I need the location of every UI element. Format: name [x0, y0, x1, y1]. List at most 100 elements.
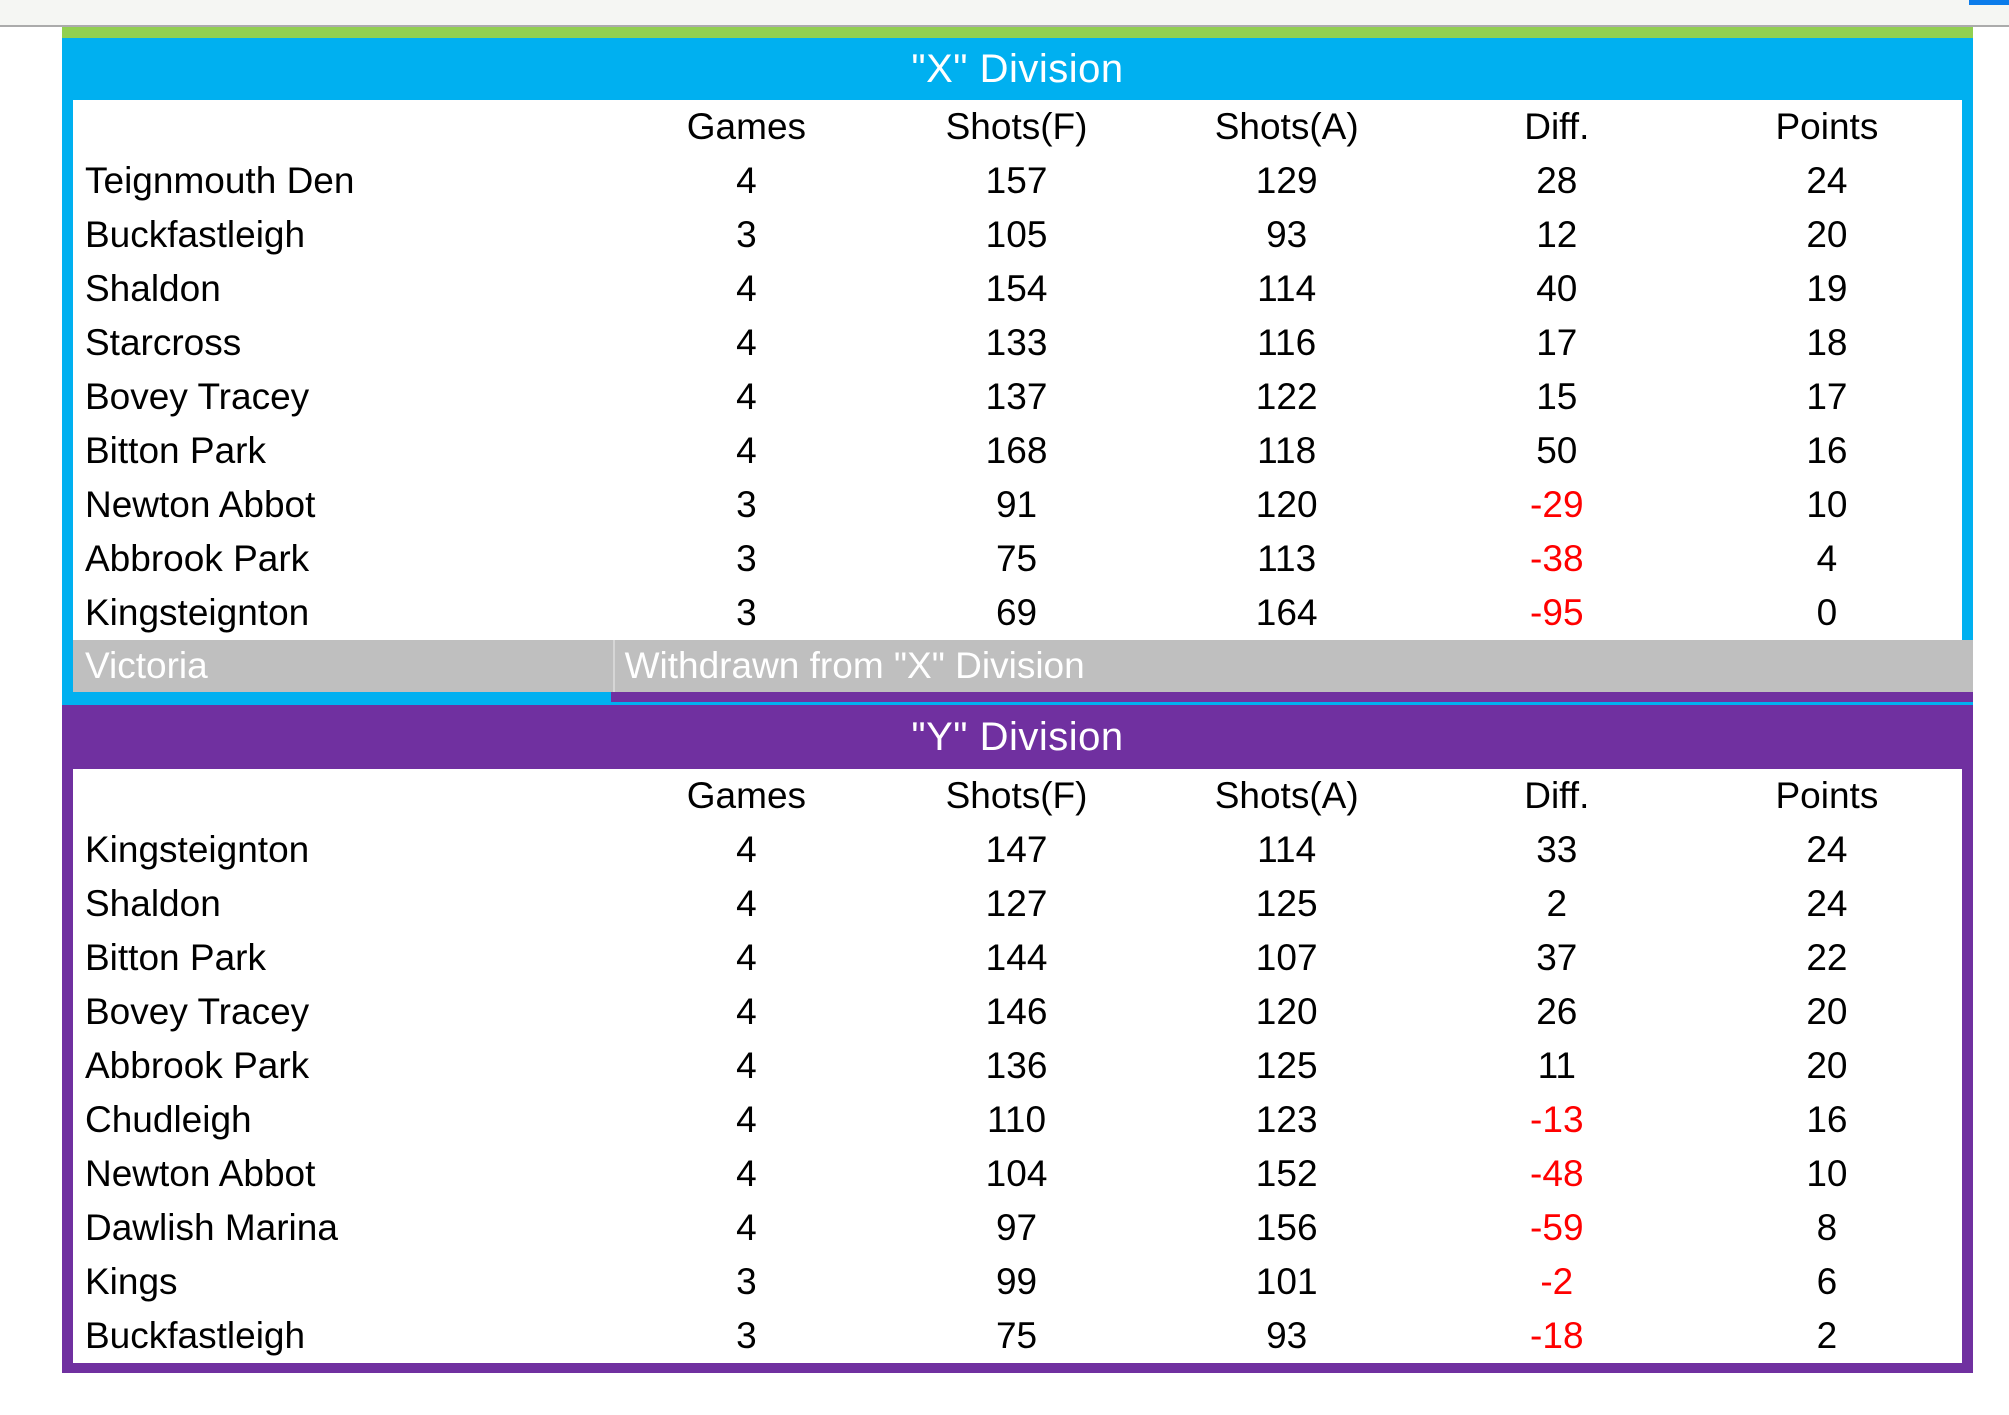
- stat-shots_f: 127: [985, 883, 1048, 924]
- table-row: Abbrook Park 4 136 125 11 20: [73, 1039, 1962, 1093]
- stat-games: 3: [736, 1315, 757, 1356]
- stat-points: 2: [1816, 1315, 1838, 1356]
- stat-shots_f: 97: [995, 1207, 1038, 1248]
- stat-points: 20: [1806, 1045, 1848, 1086]
- column-header: Shots(F): [945, 775, 1088, 816]
- stat-shots_f: 147: [985, 829, 1048, 870]
- stat-shots_a: 114: [1257, 268, 1317, 309]
- stat-shots_a: 123: [1255, 1099, 1318, 1140]
- y-division-title: "Y" Division: [62, 705, 1973, 769]
- stat-shots_a: 107: [1255, 937, 1318, 978]
- green-accent-bar: [62, 27, 1973, 38]
- stat-diff: -95: [1530, 592, 1584, 633]
- scrollbar-fragment[interactable]: [1969, 0, 2009, 5]
- stat-shots_a: 114: [1257, 829, 1317, 870]
- column-header: Diff.: [1524, 106, 1590, 147]
- x-division-title: "X" Division: [62, 38, 1973, 100]
- team-name: Abbrook Park: [85, 1045, 310, 1086]
- stat-shots_a: 129: [1255, 160, 1318, 201]
- column-header: Diff.: [1524, 775, 1590, 816]
- team-name: Chudleigh: [85, 1099, 252, 1140]
- stat-shots_f: 99: [995, 1261, 1038, 1302]
- stat-games: 4: [736, 1153, 757, 1194]
- y-division-bottom-border: [62, 1363, 1973, 1373]
- team-name: Buckfastleigh: [85, 1315, 306, 1356]
- stat-shots_a: 120: [1255, 484, 1318, 525]
- table-row: Kings 3 99 101 -2 6: [73, 1255, 1962, 1309]
- stat-shots_a: 120: [1255, 991, 1318, 1032]
- stat-points: 4: [1816, 538, 1838, 579]
- table-row: Bovey Tracey 4 137 122 15 17: [73, 370, 1962, 424]
- stat-diff: 40: [1536, 268, 1578, 309]
- stat-diff: -59: [1530, 1207, 1584, 1248]
- team-name: Kings: [85, 1261, 178, 1302]
- stat-games: 4: [736, 883, 757, 924]
- stat-games: 4: [736, 829, 757, 870]
- junction-purple-segment: [611, 692, 1973, 705]
- stat-points: 6: [1816, 1261, 1838, 1302]
- team-name: Dawlish Marina: [85, 1207, 338, 1248]
- stat-shots_a: 101: [1255, 1261, 1318, 1302]
- team-name: Starcross: [85, 322, 242, 363]
- stat-shots_f: 168: [985, 430, 1048, 471]
- column-header: Points: [1775, 106, 1879, 147]
- stat-shots_a: 164: [1255, 592, 1318, 633]
- stat-points: 24: [1806, 883, 1848, 924]
- stat-points: 19: [1806, 268, 1848, 309]
- table-row: Buckfastleigh 3 75 93 -18 2: [73, 1309, 1962, 1363]
- browser-topbar: [0, 0, 2009, 27]
- stat-diff: -48: [1530, 1153, 1584, 1194]
- stat-diff: 15: [1536, 376, 1578, 417]
- table-row: Bovey Tracey 4 146 120 26 20: [73, 985, 1962, 1039]
- stat-points: 16: [1806, 1099, 1848, 1140]
- page-content: "X" Division Games Shots(F) Shots(A) Diff. P…: [62, 27, 1973, 1373]
- table-row: Abbrook Park 3 75 113 -38 4: [73, 532, 1962, 586]
- stat-games: 4: [736, 160, 757, 201]
- table-row: Newton Abbot 4 104 152 -48 10: [73, 1147, 1962, 1201]
- team-name: Newton Abbot: [85, 1153, 316, 1194]
- stat-diff: 33: [1536, 829, 1578, 870]
- table-row: Newton Abbot 3 91 120 -29 10: [73, 478, 1962, 532]
- withdrawn-team-name: Victoria: [85, 645, 208, 686]
- stat-diff: -2: [1540, 1261, 1574, 1302]
- stat-games: 4: [736, 268, 757, 309]
- stat-diff: 50: [1536, 430, 1578, 471]
- withdrawn-row: Victoria Withdrawn from "X" Division: [62, 640, 1973, 692]
- stat-shots_f: 105: [985, 214, 1048, 255]
- team-name: Kingsteignton: [85, 829, 310, 870]
- table-row: Bitton Park 4 168 118 50 16: [73, 424, 1962, 478]
- table-row: Teignmouth Den 4 157 129 28 24: [73, 154, 1962, 208]
- stat-diff: 17: [1536, 322, 1578, 363]
- stat-games: 4: [736, 991, 757, 1032]
- stat-games: 4: [736, 322, 757, 363]
- stat-points: 24: [1806, 160, 1848, 201]
- stat-games: 4: [736, 1207, 757, 1248]
- stat-shots_a: 152: [1255, 1153, 1318, 1194]
- stat-shots_a: 118: [1257, 430, 1317, 471]
- column-header-row: Games Shots(F) Shots(A) Diff. Points: [73, 100, 1962, 154]
- stat-shots_f: 154: [985, 268, 1048, 309]
- withdrawn-note: Withdrawn from "X" Division: [612, 640, 1973, 692]
- stat-shots_a: 125: [1255, 1045, 1318, 1086]
- column-header: Games: [686, 106, 807, 147]
- stat-games: 4: [736, 937, 757, 978]
- stat-shots_f: 144: [985, 937, 1048, 978]
- team-name: Shaldon: [85, 268, 221, 309]
- column-header: Games: [686, 775, 807, 816]
- table-row: Shaldon 4 127 125 2 24: [73, 877, 1962, 931]
- stat-diff: 11: [1537, 1045, 1576, 1086]
- stat-shots_f: 104: [985, 1153, 1048, 1194]
- column-header: Shots(A): [1214, 106, 1359, 147]
- stat-diff: 28: [1536, 160, 1578, 201]
- stat-games: 4: [736, 1045, 757, 1086]
- stat-shots_a: 156: [1255, 1207, 1318, 1248]
- stat-points: 20: [1806, 214, 1848, 255]
- team-name: Shaldon: [85, 883, 221, 924]
- stat-games: 3: [736, 484, 757, 525]
- stat-shots_a: 113: [1257, 538, 1317, 579]
- stat-shots_f: 69: [995, 592, 1038, 633]
- table-junction-strip: [62, 692, 1973, 705]
- stat-shots_f: 133: [985, 322, 1048, 363]
- column-header: Shots(F): [945, 106, 1088, 147]
- team-name: Bitton Park: [85, 937, 266, 978]
